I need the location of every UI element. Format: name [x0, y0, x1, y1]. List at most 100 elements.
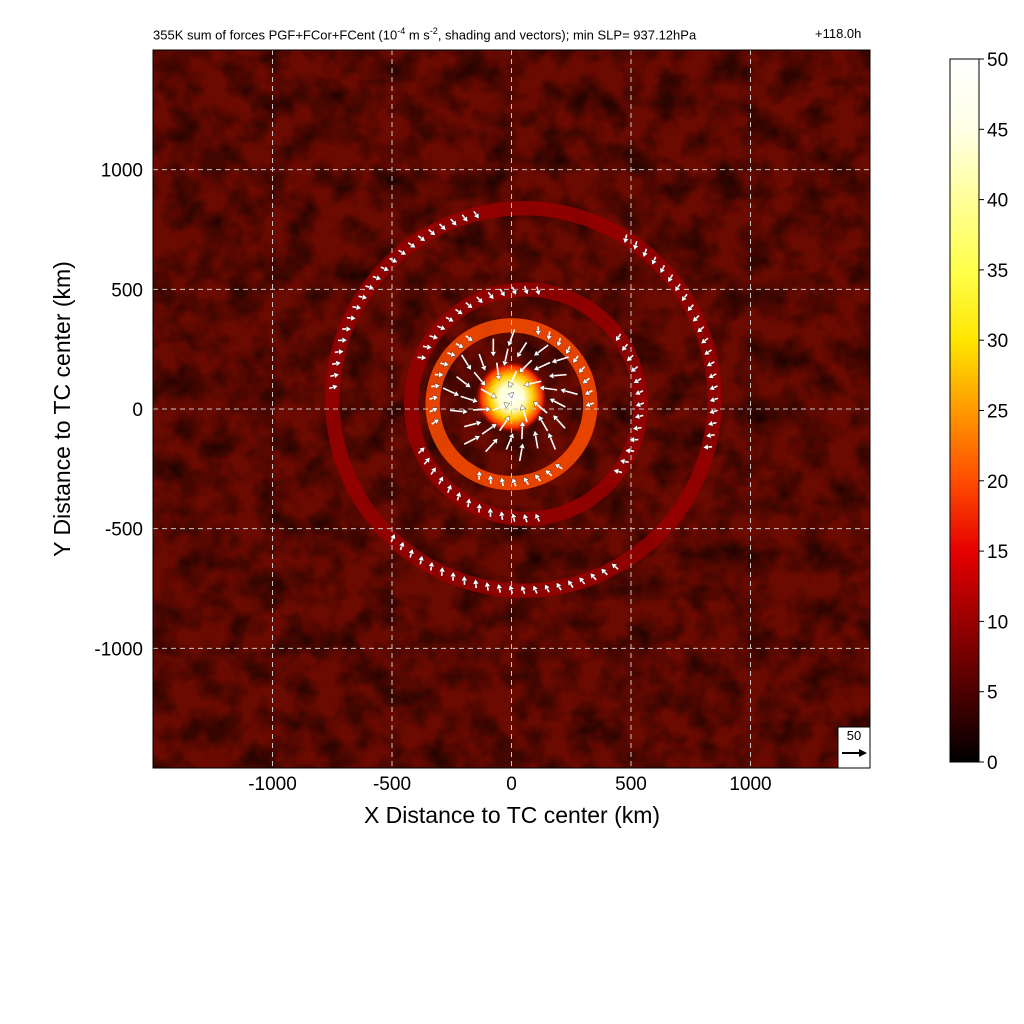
core-force-vector [507, 392, 526, 401]
vector-head [709, 396, 716, 403]
force-vector [511, 286, 517, 296]
force-vector [567, 579, 574, 588]
vector-head [635, 401, 642, 408]
force-vector [429, 407, 439, 414]
vector-head [578, 576, 585, 584]
force-vector [438, 566, 446, 576]
vector-head [475, 503, 483, 509]
force-vector [487, 291, 494, 300]
vector-head [624, 447, 631, 455]
core-force-vector [552, 414, 566, 429]
vector-head [707, 372, 715, 379]
vector-head [461, 575, 468, 582]
vector-head [520, 585, 527, 592]
core-force-vector [478, 353, 487, 372]
vector-head [523, 476, 530, 483]
force-vector [522, 285, 529, 295]
vector-head [408, 548, 415, 555]
force-vector [681, 293, 688, 302]
core-force-vector [538, 415, 549, 432]
vector-head [508, 432, 515, 439]
force-vector [703, 349, 712, 356]
force-vector [520, 585, 527, 595]
core-force-vector [463, 420, 482, 428]
force-vector [700, 337, 709, 344]
vector-head [368, 283, 375, 291]
colorbar-tick-label: 25 [987, 402, 1008, 423]
vector-head [496, 583, 503, 590]
vector-shaft [552, 399, 566, 408]
vector-head [533, 364, 540, 371]
vector-head [485, 406, 492, 413]
vector-head [457, 342, 465, 349]
vector-head [619, 458, 626, 465]
vector-shaft [555, 417, 566, 429]
vector-shaft [473, 371, 484, 384]
vector-shaft [481, 425, 495, 435]
vector-head [523, 380, 530, 388]
vector-head [534, 473, 541, 481]
vector-head [634, 389, 642, 396]
core-force-vector [473, 371, 486, 387]
vector-head [341, 337, 348, 344]
vector-head [611, 563, 618, 570]
core-force-vector [518, 359, 533, 374]
force-vector [572, 355, 579, 364]
core-force-vector [523, 380, 542, 388]
force-vector [430, 466, 437, 475]
force-vector [634, 413, 644, 420]
vector-head [615, 335, 622, 342]
title-exponent-2: -2 [429, 26, 438, 36]
vector-head [507, 340, 514, 347]
force-vector [621, 343, 629, 352]
vector-head [708, 384, 716, 391]
force-vector [465, 302, 473, 309]
vector-shaft [536, 344, 549, 355]
vector-head [462, 408, 469, 415]
force-vector [707, 420, 717, 427]
vector-head [504, 415, 511, 422]
colorbar-tick-label: 5 [987, 683, 998, 704]
vector-shaft [539, 418, 549, 432]
colorbar-tick-label: 10 [987, 612, 1008, 633]
force-vector [578, 576, 586, 585]
vector-head [510, 512, 517, 519]
force-vector [332, 360, 342, 367]
force-vector [634, 389, 644, 396]
force-vector [417, 354, 427, 361]
force-vector [334, 348, 345, 356]
force-vector [624, 447, 635, 455]
vector-head [439, 324, 446, 331]
vector-head [565, 348, 572, 355]
vector-head [600, 568, 607, 575]
vector-head [707, 420, 714, 427]
plot-frame [152, 49, 871, 769]
vector-head [472, 397, 479, 404]
vector-head [547, 432, 554, 439]
force-vector [659, 265, 666, 274]
vector-shaft [509, 370, 518, 385]
colorbar-tick-label: 0 [987, 753, 998, 774]
vector-head [584, 389, 591, 396]
force-vector [511, 477, 518, 487]
vector-head [462, 215, 468, 223]
vector-shaft [552, 373, 567, 377]
vector-shaft [505, 436, 513, 450]
colorbar-tick-label: 45 [987, 120, 1008, 141]
force-vector [556, 337, 563, 348]
vector-head [472, 578, 480, 585]
chart-title: 355K sum of forces PGF+FCor+FCent (10-4 … [153, 26, 873, 42]
force-vector [632, 424, 642, 432]
vector-head [538, 384, 545, 392]
y-tick-label: 1000 [101, 161, 143, 182]
colorbar-tick-label: 35 [987, 261, 1008, 282]
force-vector [544, 583, 551, 593]
force-vector [429, 333, 439, 341]
vector-head [632, 244, 639, 251]
force-vector [434, 371, 445, 378]
force-vector [484, 581, 491, 591]
vector-head [518, 366, 525, 374]
vector-head [488, 293, 494, 300]
vector-shaft [555, 356, 569, 362]
vector-head [629, 436, 635, 443]
